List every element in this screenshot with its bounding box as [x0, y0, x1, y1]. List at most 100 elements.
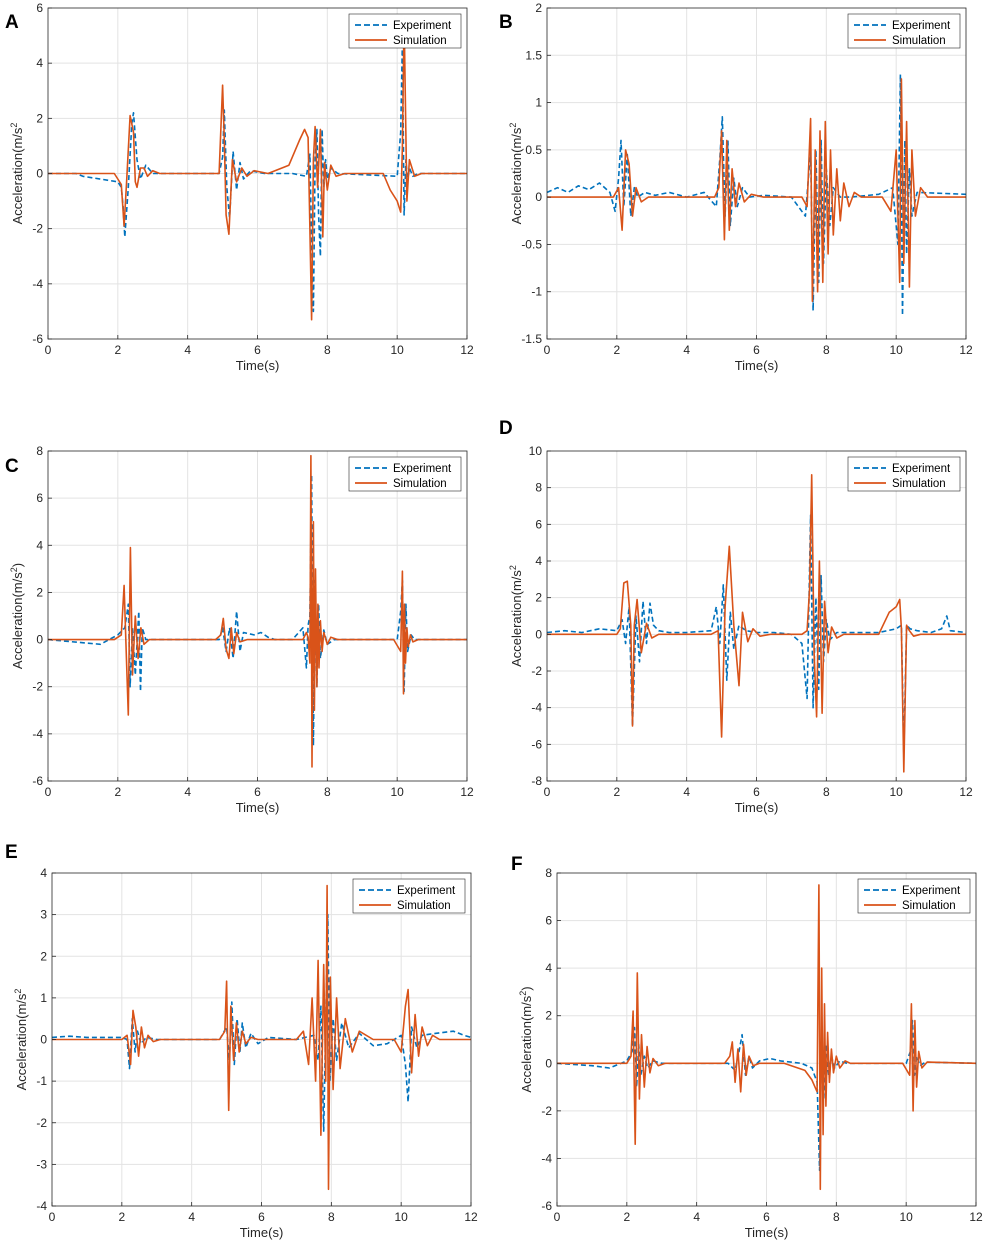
- legend-label-experiment: Experiment: [397, 885, 456, 897]
- y-tick-label: 8: [535, 481, 542, 495]
- legend-box: [348, 456, 462, 492]
- series-line-simulation: [547, 78, 966, 303]
- x-tick-label: 12: [959, 785, 973, 799]
- panel-letter: D: [499, 418, 513, 439]
- panel-letter: E: [5, 842, 18, 863]
- x-axis-label: Time(s): [240, 1225, 284, 1240]
- x-tick-label: 4: [184, 785, 191, 799]
- legend-label-simulation: Simulation: [892, 478, 946, 490]
- legend-label-simulation: Simulation: [892, 35, 946, 47]
- y-tick-label: -4: [36, 1199, 47, 1213]
- x-tick-label: 0: [45, 785, 52, 799]
- y-tick-label: 3: [40, 908, 47, 922]
- y-tick-label: 0: [40, 1033, 47, 1047]
- y-tick-label: 2: [36, 111, 43, 125]
- x-tick-label: 2: [114, 785, 121, 799]
- y-tick-label: 0.5: [525, 143, 542, 157]
- y-tick-label: 0: [36, 167, 43, 181]
- x-axis-label: Time(s): [735, 800, 779, 815]
- y-tick-label: 6: [36, 1, 43, 15]
- x-tick-label: 6: [763, 1210, 770, 1224]
- x-tick-label: 2: [613, 343, 620, 357]
- y-tick-label: 4: [36, 56, 43, 70]
- series-line-simulation: [48, 15, 467, 321]
- y-tick-label: 6: [36, 491, 43, 505]
- y-tick-label: 0: [535, 190, 542, 204]
- y-tick-label: 1: [40, 991, 47, 1005]
- x-tick-label: 0: [45, 343, 52, 357]
- x-tick-label: 10: [889, 343, 903, 357]
- y-tick-label: 2: [36, 585, 43, 599]
- y-tick-label: 6: [545, 914, 552, 928]
- x-tick-label: 8: [823, 785, 830, 799]
- legend-label-experiment: Experiment: [393, 20, 452, 32]
- legend-box: [857, 878, 971, 914]
- y-tick-label: -2: [541, 1104, 552, 1118]
- legend-box: [847, 13, 961, 49]
- x-tick-label: 10: [390, 785, 404, 799]
- x-tick-label: 4: [184, 343, 191, 357]
- y-tick-label: 0: [535, 627, 542, 641]
- chart-panel-d: D 0 2 4 6 8 10 12 -8 -6 -4 -2 0 2 4 6 8 10 Time(s) Accelera…: [499, 418, 973, 815]
- y-tick-label: -1.5: [521, 332, 542, 346]
- legend-label-experiment: Experiment: [892, 463, 951, 475]
- y-tick-label: 8: [36, 444, 43, 458]
- y-axis-label: Acceleration(m/s2): [9, 563, 25, 669]
- legend-label-simulation: Simulation: [397, 900, 451, 912]
- x-tick-label: 6: [753, 343, 760, 357]
- y-tick-label: -1: [531, 285, 542, 299]
- chart-panel-e: E0 2 4 6 8 10 12-4-3-2-101234Time(s)Accelerati…: [5, 842, 478, 1240]
- x-tick-label: 10: [889, 785, 903, 799]
- y-tick-label: 4: [535, 554, 542, 568]
- x-tick-label: 4: [188, 1210, 195, 1224]
- legend-label-simulation: Simulation: [393, 35, 447, 47]
- x-tick-label: 6: [753, 785, 760, 799]
- y-tick-label: 2: [535, 591, 542, 605]
- y-tick-label: -6: [32, 332, 43, 346]
- y-tick-label: 4: [40, 866, 47, 880]
- y-axis-label: Acceleration(m/s2: [508, 565, 524, 667]
- y-tick-label: -4: [531, 701, 542, 715]
- x-axis-label: Time(s): [745, 1225, 789, 1240]
- legend-label-experiment: Experiment: [892, 20, 951, 32]
- x-tick-label: 4: [683, 785, 690, 799]
- y-tick-label: -0.5: [521, 237, 542, 251]
- x-tick-label: 6: [254, 343, 261, 357]
- x-tick-label: 8: [823, 343, 830, 357]
- y-tick-label: 4: [545, 961, 552, 975]
- y-tick-label: -1: [36, 1074, 47, 1088]
- legend-box: [352, 878, 466, 914]
- x-tick-label: 12: [464, 1210, 478, 1224]
- y-axis-label: Acceleration(m/s2: [13, 989, 29, 1091]
- x-tick-label: 0: [544, 785, 551, 799]
- x-tick-label: 8: [324, 785, 331, 799]
- legend: Experiment Simulation: [348, 13, 462, 49]
- y-tick-label: -4: [541, 1151, 552, 1165]
- x-tick-label: 12: [969, 1210, 983, 1224]
- legend: Experiment Simulation: [348, 456, 462, 492]
- legend: Experiment Simulation: [847, 13, 961, 49]
- y-tick-label: 0: [36, 633, 43, 647]
- legend-label-simulation: Simulation: [902, 900, 956, 912]
- legend-box: [847, 456, 961, 492]
- x-tick-label: 4: [683, 343, 690, 357]
- x-tick-label: 2: [623, 1210, 630, 1224]
- y-tick-label: 2: [545, 1009, 552, 1023]
- y-tick-label: -3: [36, 1157, 47, 1171]
- x-tick-label: 12: [959, 343, 973, 357]
- series-line-simulation: [48, 454, 467, 768]
- legend-label-experiment: Experiment: [393, 463, 452, 475]
- x-axis-label: Time(s): [735, 358, 779, 373]
- x-tick-label: 12: [460, 343, 474, 357]
- x-axis-label: Time(s): [236, 358, 280, 373]
- y-axis-label: Acceleration(m/s2: [508, 123, 524, 225]
- legend: Experiment Simulation: [857, 878, 971, 914]
- x-tick-label: 0: [544, 343, 551, 357]
- y-tick-label: -6: [541, 1199, 552, 1213]
- series-line-experiment: [48, 473, 467, 747]
- y-tick-label: 10: [529, 444, 543, 458]
- x-tick-label: 2: [118, 1210, 125, 1224]
- y-tick-label: -2: [32, 680, 43, 694]
- y-tick-label: 4: [36, 538, 43, 552]
